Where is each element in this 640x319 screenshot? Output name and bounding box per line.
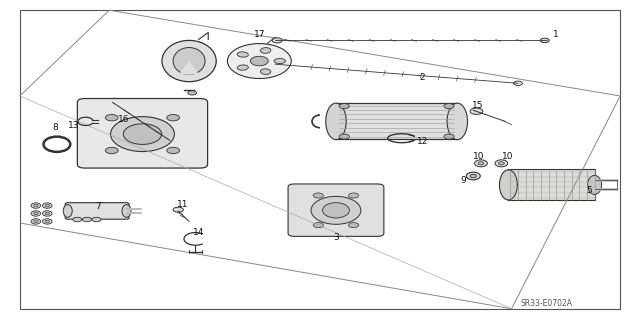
Ellipse shape — [588, 175, 602, 195]
Text: 11: 11 — [177, 200, 188, 209]
Ellipse shape — [467, 172, 480, 180]
Text: 3: 3 — [333, 233, 339, 242]
Circle shape — [349, 223, 358, 228]
FancyBboxPatch shape — [288, 184, 384, 236]
Ellipse shape — [260, 48, 271, 53]
Text: 9: 9 — [460, 176, 466, 185]
Ellipse shape — [499, 162, 504, 165]
Circle shape — [106, 115, 118, 121]
Ellipse shape — [326, 103, 346, 140]
Text: 13: 13 — [68, 121, 80, 130]
FancyBboxPatch shape — [336, 103, 458, 139]
Circle shape — [106, 147, 118, 154]
Ellipse shape — [42, 203, 52, 208]
Text: 2: 2 — [419, 73, 425, 82]
Ellipse shape — [250, 56, 268, 66]
Ellipse shape — [31, 211, 40, 216]
Circle shape — [513, 81, 522, 85]
Ellipse shape — [227, 44, 291, 78]
FancyBboxPatch shape — [77, 99, 207, 168]
Circle shape — [339, 104, 349, 109]
Ellipse shape — [311, 196, 361, 224]
Text: 10: 10 — [472, 152, 484, 161]
Circle shape — [540, 38, 549, 43]
Ellipse shape — [237, 65, 248, 70]
Text: 7: 7 — [95, 202, 100, 211]
Text: 5: 5 — [587, 186, 593, 195]
Ellipse shape — [31, 203, 40, 208]
Ellipse shape — [122, 204, 131, 217]
Text: 17: 17 — [253, 30, 265, 39]
Circle shape — [272, 38, 282, 43]
Text: 12: 12 — [417, 137, 428, 146]
Circle shape — [270, 62, 280, 67]
Ellipse shape — [33, 212, 38, 215]
Ellipse shape — [474, 160, 487, 167]
Circle shape — [167, 147, 180, 154]
Circle shape — [349, 193, 358, 198]
Circle shape — [444, 104, 454, 109]
Text: 10: 10 — [502, 152, 513, 161]
Ellipse shape — [323, 203, 349, 218]
Circle shape — [167, 115, 180, 121]
Ellipse shape — [33, 204, 38, 207]
Circle shape — [173, 207, 183, 212]
Text: 8: 8 — [52, 123, 58, 132]
Wedge shape — [180, 61, 198, 75]
Ellipse shape — [478, 162, 484, 165]
Polygon shape — [109, 98, 120, 104]
Ellipse shape — [45, 220, 49, 223]
Ellipse shape — [63, 204, 72, 217]
Text: 15: 15 — [472, 101, 483, 110]
Ellipse shape — [274, 58, 285, 63]
Text: SR33-E0702A: SR33-E0702A — [521, 299, 573, 308]
Ellipse shape — [447, 103, 467, 140]
Text: 16: 16 — [118, 115, 130, 124]
Ellipse shape — [470, 174, 476, 178]
FancyBboxPatch shape — [65, 203, 129, 219]
Ellipse shape — [237, 52, 248, 57]
Ellipse shape — [45, 212, 49, 215]
Circle shape — [470, 108, 483, 115]
Text: 1: 1 — [554, 30, 559, 39]
Ellipse shape — [45, 204, 49, 207]
Ellipse shape — [260, 69, 271, 74]
Circle shape — [444, 134, 454, 139]
Circle shape — [339, 134, 349, 139]
Circle shape — [313, 193, 323, 198]
Ellipse shape — [495, 160, 508, 167]
Circle shape — [83, 217, 92, 222]
Ellipse shape — [31, 219, 40, 224]
Ellipse shape — [173, 48, 205, 75]
Circle shape — [313, 223, 323, 228]
Ellipse shape — [111, 117, 174, 152]
Ellipse shape — [499, 170, 517, 200]
FancyBboxPatch shape — [508, 169, 595, 200]
Ellipse shape — [42, 219, 52, 224]
Circle shape — [92, 217, 101, 222]
Circle shape — [188, 91, 196, 95]
Text: 14: 14 — [193, 228, 204, 237]
Ellipse shape — [124, 124, 162, 145]
Ellipse shape — [42, 211, 52, 216]
Ellipse shape — [33, 220, 38, 223]
Ellipse shape — [162, 41, 216, 82]
Circle shape — [73, 217, 82, 222]
